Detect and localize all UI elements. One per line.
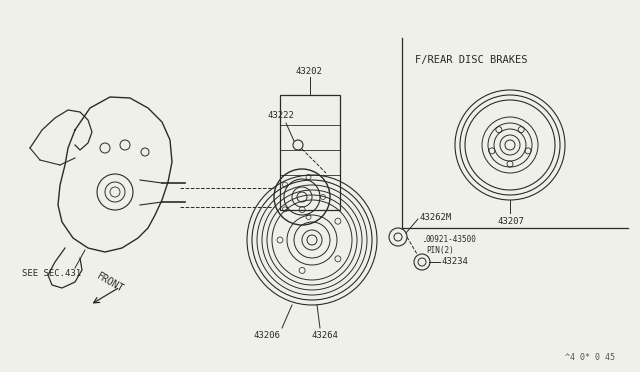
Text: 43207: 43207 — [498, 217, 525, 225]
Text: 00921-43500
PIN(2): 00921-43500 PIN(2) — [426, 235, 477, 255]
Text: 43202: 43202 — [295, 67, 322, 76]
Text: 43262M: 43262M — [420, 212, 452, 221]
Text: 43206: 43206 — [254, 330, 281, 340]
Text: SEE SEC.431: SEE SEC.431 — [22, 269, 81, 279]
Text: ^4 0* 0 45: ^4 0* 0 45 — [565, 353, 615, 362]
Text: F/REAR DISC BRAKES: F/REAR DISC BRAKES — [415, 55, 527, 65]
Text: FRONT: FRONT — [95, 271, 125, 295]
Text: 43234: 43234 — [442, 257, 469, 266]
Text: 43264: 43264 — [312, 330, 339, 340]
Text: 43222: 43222 — [268, 110, 295, 119]
